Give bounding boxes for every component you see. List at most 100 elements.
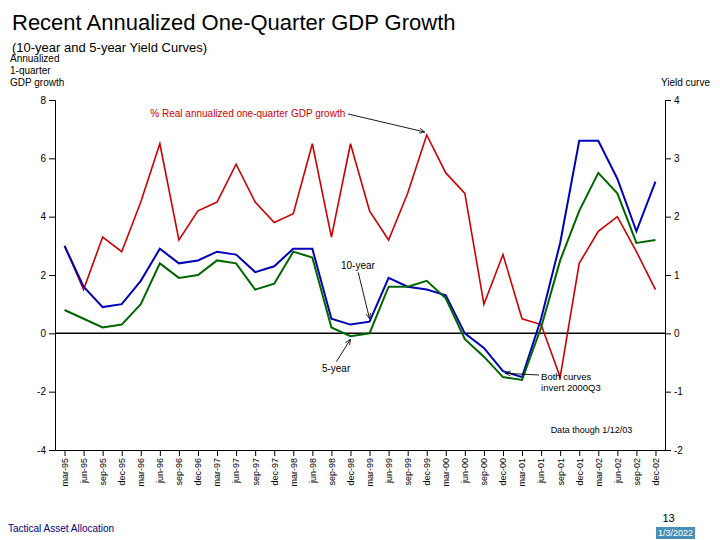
x-tick-label: jun-99	[384, 458, 394, 484]
y-tick-label: 8	[40, 95, 46, 106]
y2-tick: 0	[665, 328, 680, 339]
x-tick: sep-97	[251, 450, 261, 486]
x-tick-label: mar-96	[136, 458, 146, 487]
x-tick-label: sep-95	[98, 458, 108, 486]
y2-tick-label: 2	[674, 211, 680, 222]
y-tick-label: -2	[37, 386, 46, 397]
x-tick: jun-95	[79, 450, 89, 484]
y-axis-label: Annualized1-quarterGDP growth	[10, 53, 64, 88]
x-tick-label: dec-98	[346, 458, 356, 486]
y2-tick-label: -1	[674, 386, 683, 397]
x-tick: mar-00	[441, 450, 451, 487]
tick-mark	[179, 450, 180, 456]
annotations: % Real annualized one-quarter GDP growth…	[150, 108, 632, 434]
tick-mark	[655, 450, 656, 456]
y2-tick: 1	[665, 270, 680, 281]
x-tick: dec-99	[422, 450, 432, 486]
y-tick-label: 2	[40, 270, 46, 281]
tick-mark	[122, 450, 123, 456]
x-tick: dec-95	[117, 450, 127, 486]
x-tick: mar-97	[212, 450, 222, 487]
x-tick: sep-98	[327, 450, 337, 486]
tick-mark	[665, 158, 671, 159]
title: Recent Annualized One-Quarter GDP Growth	[12, 10, 455, 35]
page-number: 13	[662, 512, 674, 524]
tick-mark	[331, 450, 332, 456]
y-tick-label: 4	[40, 211, 46, 222]
tick-mark	[598, 450, 599, 456]
x-tick-label: jun-97	[231, 458, 241, 484]
tick-mark	[160, 450, 161, 456]
axis-line	[56, 450, 666, 451]
y-tick-label: 0	[40, 328, 46, 339]
x-tick-label: sep-97	[251, 458, 261, 486]
x-tick: dec-96	[193, 450, 203, 486]
x-tick: dec-98	[346, 450, 356, 486]
x-tick: dec-00	[498, 450, 508, 486]
tick-mark	[49, 275, 55, 276]
x-tick-label: jun-98	[308, 458, 318, 484]
annotation: 5-year	[322, 363, 351, 374]
y2-tick-label: 3	[674, 153, 680, 164]
tick-mark	[484, 450, 485, 456]
tick-mark	[665, 392, 671, 393]
footer: Tactical Asset Allocation	[8, 523, 114, 534]
y2-tick: 3	[665, 153, 680, 164]
x-tick-label: sep-02	[632, 458, 642, 486]
x-tick: mar-98	[289, 450, 299, 487]
x-tick: sep-00	[479, 450, 489, 486]
y-tick: 4	[40, 211, 55, 222]
x-tick-label: mar-97	[212, 458, 222, 487]
x-tick-label: sep-00	[479, 458, 489, 486]
tick-mark	[103, 450, 104, 456]
x-tick-label: sep-98	[327, 458, 337, 486]
tick-mark	[636, 450, 637, 456]
annotation: Both curvesinvert 2000Q3	[541, 371, 601, 393]
y2-tick: 4	[665, 95, 680, 106]
annotation: Data though 1/12/03	[551, 425, 633, 435]
tick-mark	[503, 450, 504, 456]
x-tick: mar-01	[517, 450, 527, 487]
x-tick-label: mar-99	[365, 458, 375, 487]
tick-mark	[579, 450, 580, 456]
chart: Recent Annualized One-Quarter GDP Growth…	[0, 0, 720, 540]
tick-mark	[49, 450, 55, 451]
x-tick-label: dec-01	[575, 458, 585, 486]
x-tick-label: mar-01	[517, 458, 527, 487]
tick-mark	[255, 450, 256, 456]
annotation-arrow	[505, 373, 539, 375]
annotation-arrow	[348, 114, 424, 132]
x-tick-label: mar-98	[289, 458, 299, 487]
x-tick-label: jun-01	[536, 458, 546, 484]
tick-mark	[49, 333, 55, 334]
y-tick: 2	[40, 270, 55, 281]
x-tick: jun-01	[536, 450, 546, 484]
x-tick-label: jun-00	[460, 458, 470, 484]
x-tick-label: sep-96	[174, 458, 184, 486]
y2-axis-label: Yield curve	[661, 77, 711, 88]
x-tick: sep-95	[98, 450, 108, 486]
x-tick: sep-01	[556, 450, 566, 486]
axis-line	[666, 101, 672, 451]
x-tick: mar-99	[365, 450, 375, 487]
tick-mark	[49, 100, 55, 101]
tick-mark	[427, 450, 428, 456]
y-tick-label: 6	[40, 153, 46, 164]
x-tick: jun-98	[308, 450, 318, 484]
tick-mark	[665, 450, 671, 451]
x-tick-label: mar-00	[441, 458, 451, 487]
x-tick: jun-96	[155, 450, 165, 484]
y-tick-label: -4	[37, 445, 46, 456]
y-tick: 0	[40, 328, 55, 339]
x-tick: dec-02	[651, 450, 661, 486]
annotation: 10-year	[341, 260, 376, 271]
axis-line	[49, 101, 56, 451]
x-tick-label: sep-99	[403, 458, 413, 486]
tick-mark	[560, 450, 561, 456]
x-tick-label: dec-97	[270, 458, 280, 486]
tick-mark	[408, 450, 409, 456]
y-tick: -2	[37, 386, 55, 397]
x-tick-label: jun-02	[613, 458, 623, 484]
date-label: 1/3/2022	[656, 527, 695, 539]
x-tick: dec-97	[270, 450, 280, 486]
